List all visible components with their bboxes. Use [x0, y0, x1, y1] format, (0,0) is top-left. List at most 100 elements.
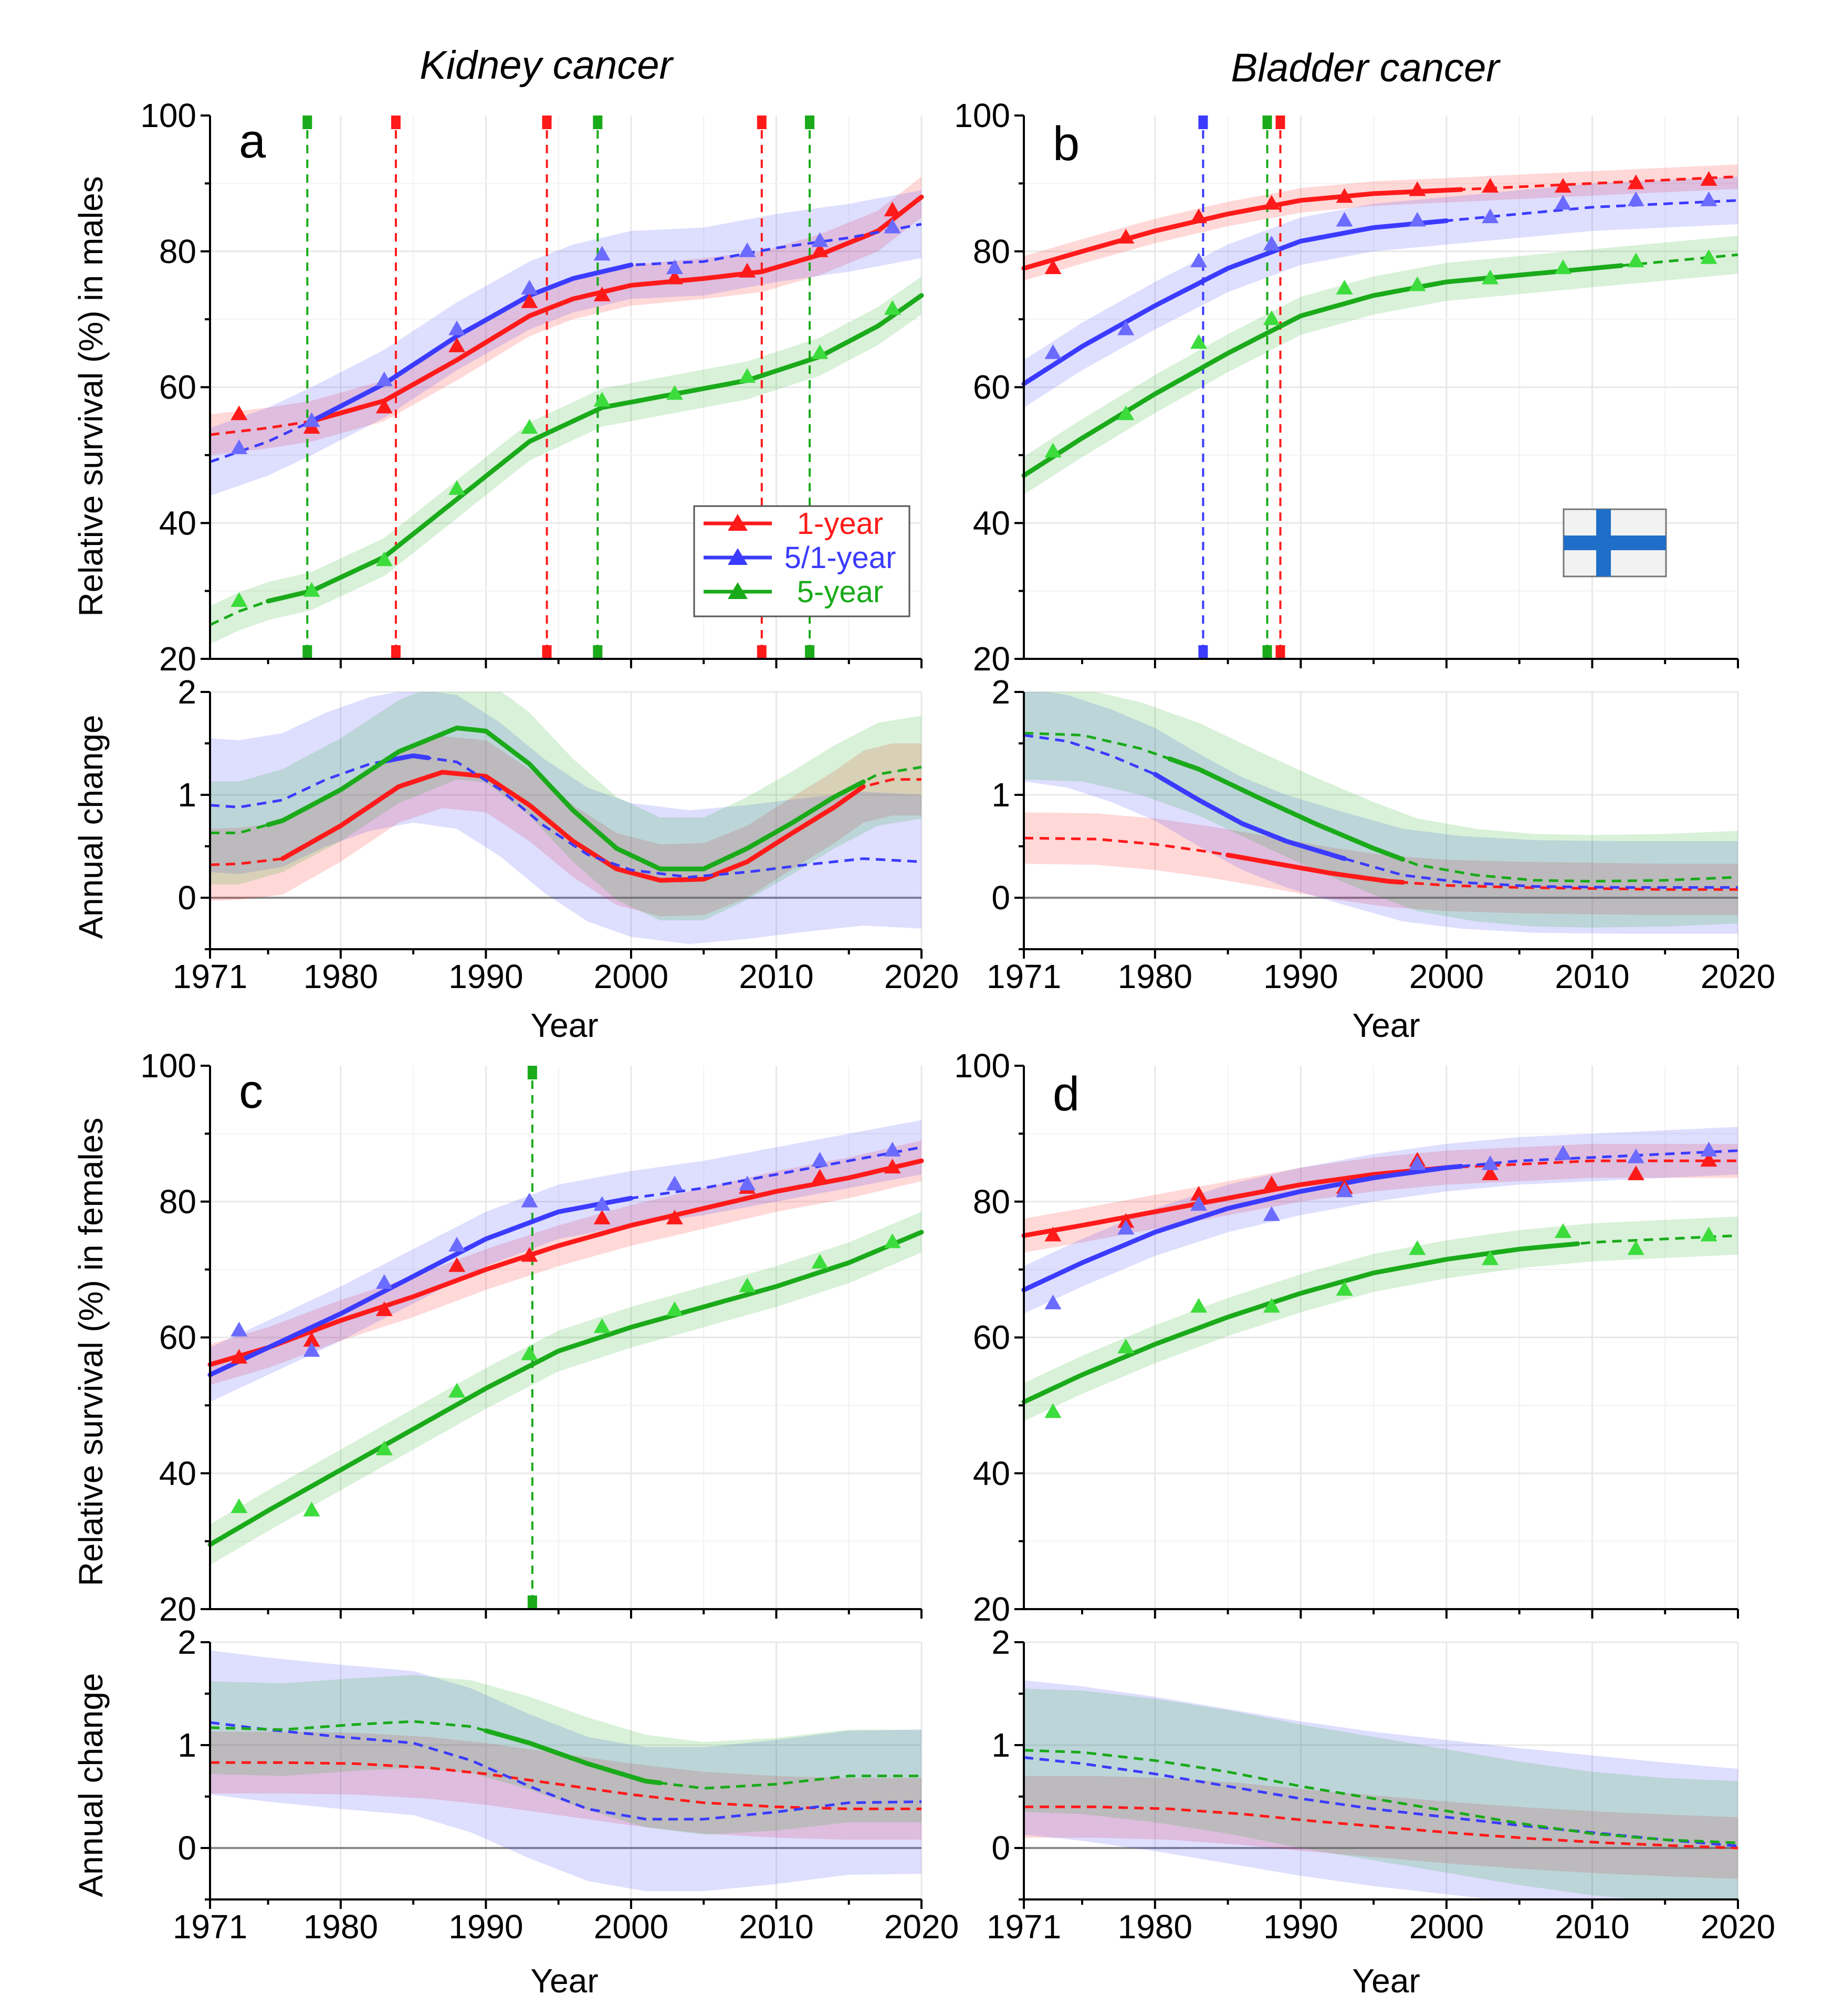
data-point-5yr — [448, 480, 466, 495]
data-point-51yr — [303, 1342, 320, 1357]
flag-cross-horizontal — [1564, 536, 1666, 550]
y-tick-label-top: 40 — [973, 504, 1010, 542]
breakpoint-marker-top — [757, 116, 767, 129]
y-tick-label-top: 100 — [140, 1047, 196, 1085]
change-dashed-51yr-c — [209, 1721, 922, 1821]
data-point-51yr — [1700, 1141, 1717, 1157]
change-dashed-1yr-c — [210, 1761, 921, 1810]
breakpoint-marker-bottom — [1198, 645, 1208, 659]
panel-d: 20 40 60 80 100 0 1 2 1971 1980 1990 2000 2010 2020 d — [954, 1047, 1775, 1946]
panel-letter-d: d — [1053, 1067, 1080, 1121]
breakpoint-marker-top — [805, 116, 815, 129]
y-tick-label-top: 80 — [973, 233, 1010, 270]
y-tick-label-bottom: 2 — [991, 673, 1010, 711]
data-point-51yr — [811, 232, 829, 247]
fit-solid-5yr-d — [1021, 1241, 1580, 1404]
data-point-5yr — [884, 300, 901, 315]
fit-solid-51yr-a — [309, 262, 634, 424]
change-solid-5yr-b — [1167, 756, 1406, 862]
data-point-51yr — [1336, 1182, 1353, 1198]
data-point-5yr — [448, 1383, 466, 1398]
data-point-1yr — [1409, 181, 1426, 196]
y-tick-label-top: 20 — [973, 1590, 1010, 1628]
data-point-51yr — [521, 1192, 538, 1208]
flag-cross-vertical — [1596, 509, 1611, 576]
breakpoint-marker-top — [1262, 116, 1272, 129]
ylabel-survival-females: Relative survival (%) in females — [72, 1118, 110, 1587]
change-ci-band-5yr-b — [1024, 692, 1738, 928]
data-point-51yr — [884, 1141, 901, 1157]
data-point-51yr — [884, 218, 901, 234]
y-tick-label-top: 40 — [159, 504, 196, 542]
data-point-1yr — [230, 1349, 248, 1364]
data-point-51yr — [303, 412, 320, 427]
data-point-51yr — [375, 371, 393, 386]
panel-c: 20 40 60 80 100 0 1 2 1971 1980 1990 2000 2010 2020 c — [140, 1047, 959, 1946]
ci-band-1yr-d — [1024, 1143, 1738, 1253]
xlabel-year-d: Year — [1352, 1962, 1420, 2000]
breakpoint-marker-bottom — [593, 645, 603, 659]
fit-solid-51yr-c — [207, 1195, 634, 1378]
y-tick-label-top: 20 — [159, 640, 196, 678]
data-point-1yr — [1554, 177, 1571, 193]
data-point-1yr — [1190, 1185, 1208, 1201]
data-point-1yr — [1190, 208, 1208, 224]
x-tick-label: 1990 — [1263, 1908, 1338, 1946]
y-tick-label-bottom: 2 — [177, 673, 196, 711]
y-tick-label-top: 40 — [159, 1454, 196, 1492]
fit-solid-1yr-b — [1021, 187, 1464, 271]
legend-marker-1yr — [728, 514, 748, 531]
data-point-1yr — [448, 1257, 466, 1272]
data-point-5yr — [303, 1502, 320, 1517]
data-point-51yr — [448, 320, 466, 335]
data-point-5yr — [1554, 1223, 1571, 1238]
data-point-51yr — [375, 1274, 393, 1289]
x-tick-label: 1980 — [1118, 958, 1192, 995]
x-tick-label: 1990 — [448, 1908, 523, 1946]
data-point-51yr — [1700, 191, 1717, 206]
change-solid-5yr-c — [483, 1728, 663, 1786]
data-point-1yr — [811, 242, 829, 257]
xlabel-year-b: Year — [1352, 1006, 1420, 1044]
data-point-5yr — [1409, 1240, 1426, 1255]
title-kidney-cancer: Kidney cancer — [420, 43, 674, 88]
ci-band-5yr-b — [1024, 236, 1738, 495]
data-point-5yr — [666, 1301, 683, 1316]
data-point-5yr — [811, 1254, 829, 1269]
title-bladder-cancer: Bladder cancer — [1231, 46, 1501, 90]
fit-solid-1yr-d — [1021, 1165, 1449, 1238]
data-point-51yr — [230, 1321, 248, 1337]
y-tick-label-bottom: 2 — [177, 1623, 196, 1661]
data-point-5yr — [811, 344, 829, 359]
ci-band-5yr-d — [1024, 1216, 1738, 1421]
x-tick-label: 2010 — [1555, 958, 1629, 995]
breakpoint-marker-top — [527, 1066, 537, 1079]
data-point-5yr — [230, 592, 248, 607]
data-point-51yr — [1409, 212, 1426, 227]
legend-marker-51yr — [728, 548, 748, 565]
y-tick-label-bottom: 1 — [991, 1726, 1010, 1764]
y-tick-label-bottom: 0 — [991, 879, 1010, 917]
data-point-51yr — [1482, 208, 1499, 224]
breakpoint-marker-bottom — [805, 645, 815, 659]
y-tick-label-top: 60 — [973, 1319, 1010, 1357]
data-point-5yr — [303, 582, 320, 597]
panel-a: 20 40 60 80 100 0 1 2 1971 1980 1990 2000 2010 2020 a — [140, 97, 959, 995]
data-point-51yr — [1117, 1220, 1135, 1235]
data-point-1yr — [375, 1301, 393, 1316]
change-dashed-1yr-b — [1023, 836, 1738, 891]
data-point-5yr — [1482, 269, 1499, 285]
ci-band-1yr-b — [1024, 164, 1738, 281]
x-tick-label: 1990 — [448, 958, 523, 995]
x-tick-label: 2010 — [1555, 1908, 1629, 1946]
legend-label-1yr: 1-year — [797, 507, 883, 541]
data-point-1yr — [739, 262, 756, 278]
change-dashed-5yr-c — [209, 1720, 921, 1790]
ci-band-5yr-c — [210, 1212, 921, 1565]
data-point-51yr — [1554, 195, 1571, 210]
data-point-5yr — [1700, 249, 1717, 264]
data-point-1yr — [1627, 1166, 1644, 1180]
breakpoint-marker-top — [542, 116, 552, 129]
breakpoint-marker-top — [302, 116, 312, 129]
breakpoint-marker-bottom — [527, 1595, 537, 1609]
